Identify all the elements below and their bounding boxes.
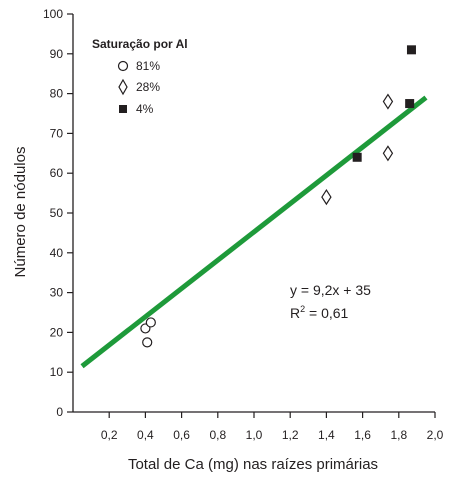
y-tick-label: 30 — [50, 286, 64, 300]
legend: Saturação por Al 81% 28% 4% — [92, 37, 188, 116]
point-circle — [142, 337, 153, 348]
axes — [72, 14, 435, 413]
y-tick-label: 100 — [43, 7, 63, 21]
point-diamond — [321, 188, 332, 206]
x-tick-label: 0,6 — [173, 428, 190, 442]
legend-marker-square — [119, 105, 127, 113]
point-diamond — [382, 145, 394, 162]
x-tick-label: 0,2 — [101, 428, 118, 442]
y-tick-label: 20 — [50, 325, 64, 339]
y-tick-label: 60 — [50, 166, 64, 180]
y-tick-label: 90 — [50, 47, 64, 61]
x-tick-label: 1,0 — [246, 428, 263, 442]
data-points — [140, 45, 416, 348]
legend-label-28: 28% — [136, 80, 160, 94]
y-tick-label: 10 — [50, 365, 64, 379]
y-tick-label: 80 — [50, 87, 64, 101]
y-tick-label: 50 — [50, 206, 64, 220]
x-tick-label: 1,6 — [354, 428, 371, 442]
y-tick-label: 70 — [50, 126, 64, 140]
ticks: 0 10 20 30 40 50 60 70 80 90 100 0,2 0,4 0,6 0,8 1,0 1,2… — [43, 7, 444, 442]
point-circle — [145, 317, 156, 328]
x-tick-label: 1,2 — [282, 428, 299, 442]
y-axis-title: Número de nódulos — [12, 147, 29, 278]
x-tick-label: 2,0 — [427, 428, 444, 442]
trend-line — [80, 95, 428, 369]
legend-title: Saturação por Al — [92, 37, 188, 51]
x-tick-label: 1,4 — [318, 428, 335, 442]
y-tick-label: 40 — [50, 246, 64, 260]
y-tick-label: 0 — [56, 405, 63, 419]
r-squared-text: R2 = 0,61 — [290, 304, 349, 321]
legend-marker-diamond — [118, 78, 128, 96]
x-tick-label: 0,4 — [137, 428, 154, 442]
x-axis-title: Total de Ca (mg) nas raízes primárias — [128, 456, 378, 473]
equation-text: y = 9,2x + 35 — [290, 282, 371, 298]
x-tick-label: 0,8 — [209, 428, 226, 442]
point-diamond — [382, 93, 394, 110]
legend-marker-circle — [117, 60, 129, 72]
point-square — [352, 152, 362, 162]
legend-label-4: 4% — [136, 102, 154, 116]
regression-annotation: y = 9,2x + 35 R2 = 0,61 — [290, 282, 371, 321]
legend-label-81: 81% — [136, 59, 160, 73]
point-square — [405, 99, 415, 109]
x-tick-label: 1,8 — [390, 428, 407, 442]
point-square — [406, 45, 416, 55]
